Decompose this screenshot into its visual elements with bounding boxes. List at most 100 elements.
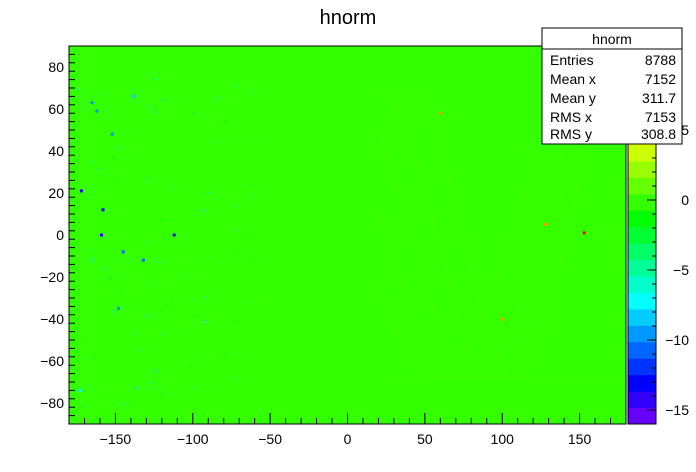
heatmap-cell — [190, 366, 192, 368]
heatmap-cell — [91, 260, 93, 262]
heatmap-cell — [100, 234, 103, 237]
heatmap-cell — [120, 291, 122, 293]
palette-swatch — [628, 358, 656, 375]
heatmap-cell — [125, 403, 127, 405]
heatmap-cell — [151, 108, 153, 110]
heatmap-cell — [160, 391, 162, 393]
palette-swatch — [628, 177, 656, 194]
y-tick-label: 40 — [48, 143, 64, 159]
y-tick-label: 60 — [48, 101, 64, 117]
palette-swatch — [628, 194, 656, 211]
heatmap-cell — [95, 110, 98, 113]
heatmap-cell — [93, 161, 95, 163]
heatmap-cell — [160, 334, 162, 336]
heatmap-cell — [253, 193, 255, 195]
heatmap-cell — [238, 206, 240, 208]
palette-tick-label: 0 — [681, 192, 689, 208]
heatmap-cell — [153, 382, 155, 384]
x-tick-label: 100 — [491, 431, 515, 447]
x-tick-label: 150 — [568, 431, 592, 447]
heatmap-cell — [146, 104, 148, 106]
heatmap-cell — [79, 286, 81, 288]
heatmap-cell — [98, 169, 100, 171]
y-tick-label: 0 — [56, 227, 64, 243]
stats-box-title: hnorm — [592, 31, 632, 47]
y-tick-label: −40 — [40, 311, 64, 327]
heatmap-cell — [167, 304, 169, 306]
heatmap-cell — [89, 248, 91, 250]
heatmap-cell — [99, 95, 101, 97]
heatmap-cell — [208, 192, 210, 194]
heatmap-cell — [160, 219, 162, 221]
heatmap-cell — [84, 406, 86, 408]
palette-tick-label: −10 — [665, 332, 689, 348]
palette-swatch — [628, 161, 656, 178]
heatmap-cell — [156, 370, 158, 372]
heatmap-cell — [119, 148, 121, 150]
heatmap-cell — [203, 210, 205, 212]
heatmap-cell — [141, 350, 143, 352]
heatmap-cell — [114, 260, 116, 262]
palette-swatch — [628, 260, 656, 277]
heatmap-cell — [245, 135, 247, 137]
heatmap-cell — [85, 357, 87, 359]
x-tick-label: 0 — [344, 431, 352, 447]
heatmap-cell — [202, 192, 204, 194]
heatmap-cell — [161, 396, 163, 398]
heatmap-cell — [171, 299, 173, 301]
stats-rms-x-label: RMS x — [550, 109, 592, 125]
heatmap-cell — [181, 274, 183, 276]
heatmap-cell — [142, 259, 145, 262]
heatmap-cell — [130, 404, 132, 406]
x-tick-label: −150 — [100, 431, 132, 447]
stats-mean-y-label: Mean y — [550, 90, 596, 106]
heatmap-cell — [162, 99, 164, 101]
heatmap-cell — [192, 112, 194, 114]
heatmap-cell — [112, 311, 114, 313]
heatmap-cell — [78, 88, 80, 90]
palette-swatch — [628, 375, 656, 392]
y-tick-label: 20 — [48, 185, 64, 201]
heatmap-cell — [236, 377, 238, 379]
heatmap-cell — [109, 277, 111, 279]
heatmap-cell — [233, 250, 235, 252]
heatmap-cell — [213, 292, 215, 294]
heatmap-cell — [84, 109, 86, 111]
heatmap-cell — [544, 223, 547, 226]
heatmap-cell — [78, 389, 81, 392]
heatmap-cell — [74, 301, 76, 303]
palette-tick-label: −5 — [673, 262, 689, 278]
stats-rms-y-value: 308.8 — [641, 126, 676, 142]
y-tick-label: −60 — [40, 353, 64, 369]
heatmap-cell — [102, 208, 105, 211]
stats-mean-x-label: Mean x — [550, 71, 596, 87]
heatmap-cell — [80, 189, 83, 192]
heatmap-cell — [215, 97, 217, 99]
heatmap-cell — [173, 234, 176, 237]
heatmap-cell — [223, 355, 225, 357]
heatmap-cell — [94, 357, 96, 359]
x-tick-label: −100 — [177, 431, 209, 447]
heatmap-cell — [173, 245, 175, 247]
heatmap-cell — [104, 268, 106, 270]
heatmap-cell — [84, 390, 86, 392]
heatmap-cell — [247, 235, 249, 237]
x-tick-label: −50 — [258, 431, 282, 447]
heatmap-cell — [151, 387, 153, 389]
heatmap-cell — [207, 255, 209, 257]
heatmap-cell — [172, 188, 174, 190]
heatmap-cell — [151, 383, 153, 385]
stats-entries-value: 8788 — [645, 52, 676, 68]
heatmap-cell — [185, 384, 187, 386]
heatmap-cell — [74, 228, 76, 230]
heatmap-cell — [253, 185, 255, 187]
chart-title: hnorm — [320, 7, 377, 29]
heatmap-cell — [194, 316, 196, 318]
palette-swatch — [628, 210, 656, 227]
stats-mean-x-value: 7152 — [645, 71, 676, 87]
heatmap-cell — [146, 178, 148, 180]
heatmap-cell — [116, 274, 118, 276]
stats-mean-y-value: 311.7 — [642, 90, 676, 106]
heatmap-cell — [237, 231, 239, 233]
